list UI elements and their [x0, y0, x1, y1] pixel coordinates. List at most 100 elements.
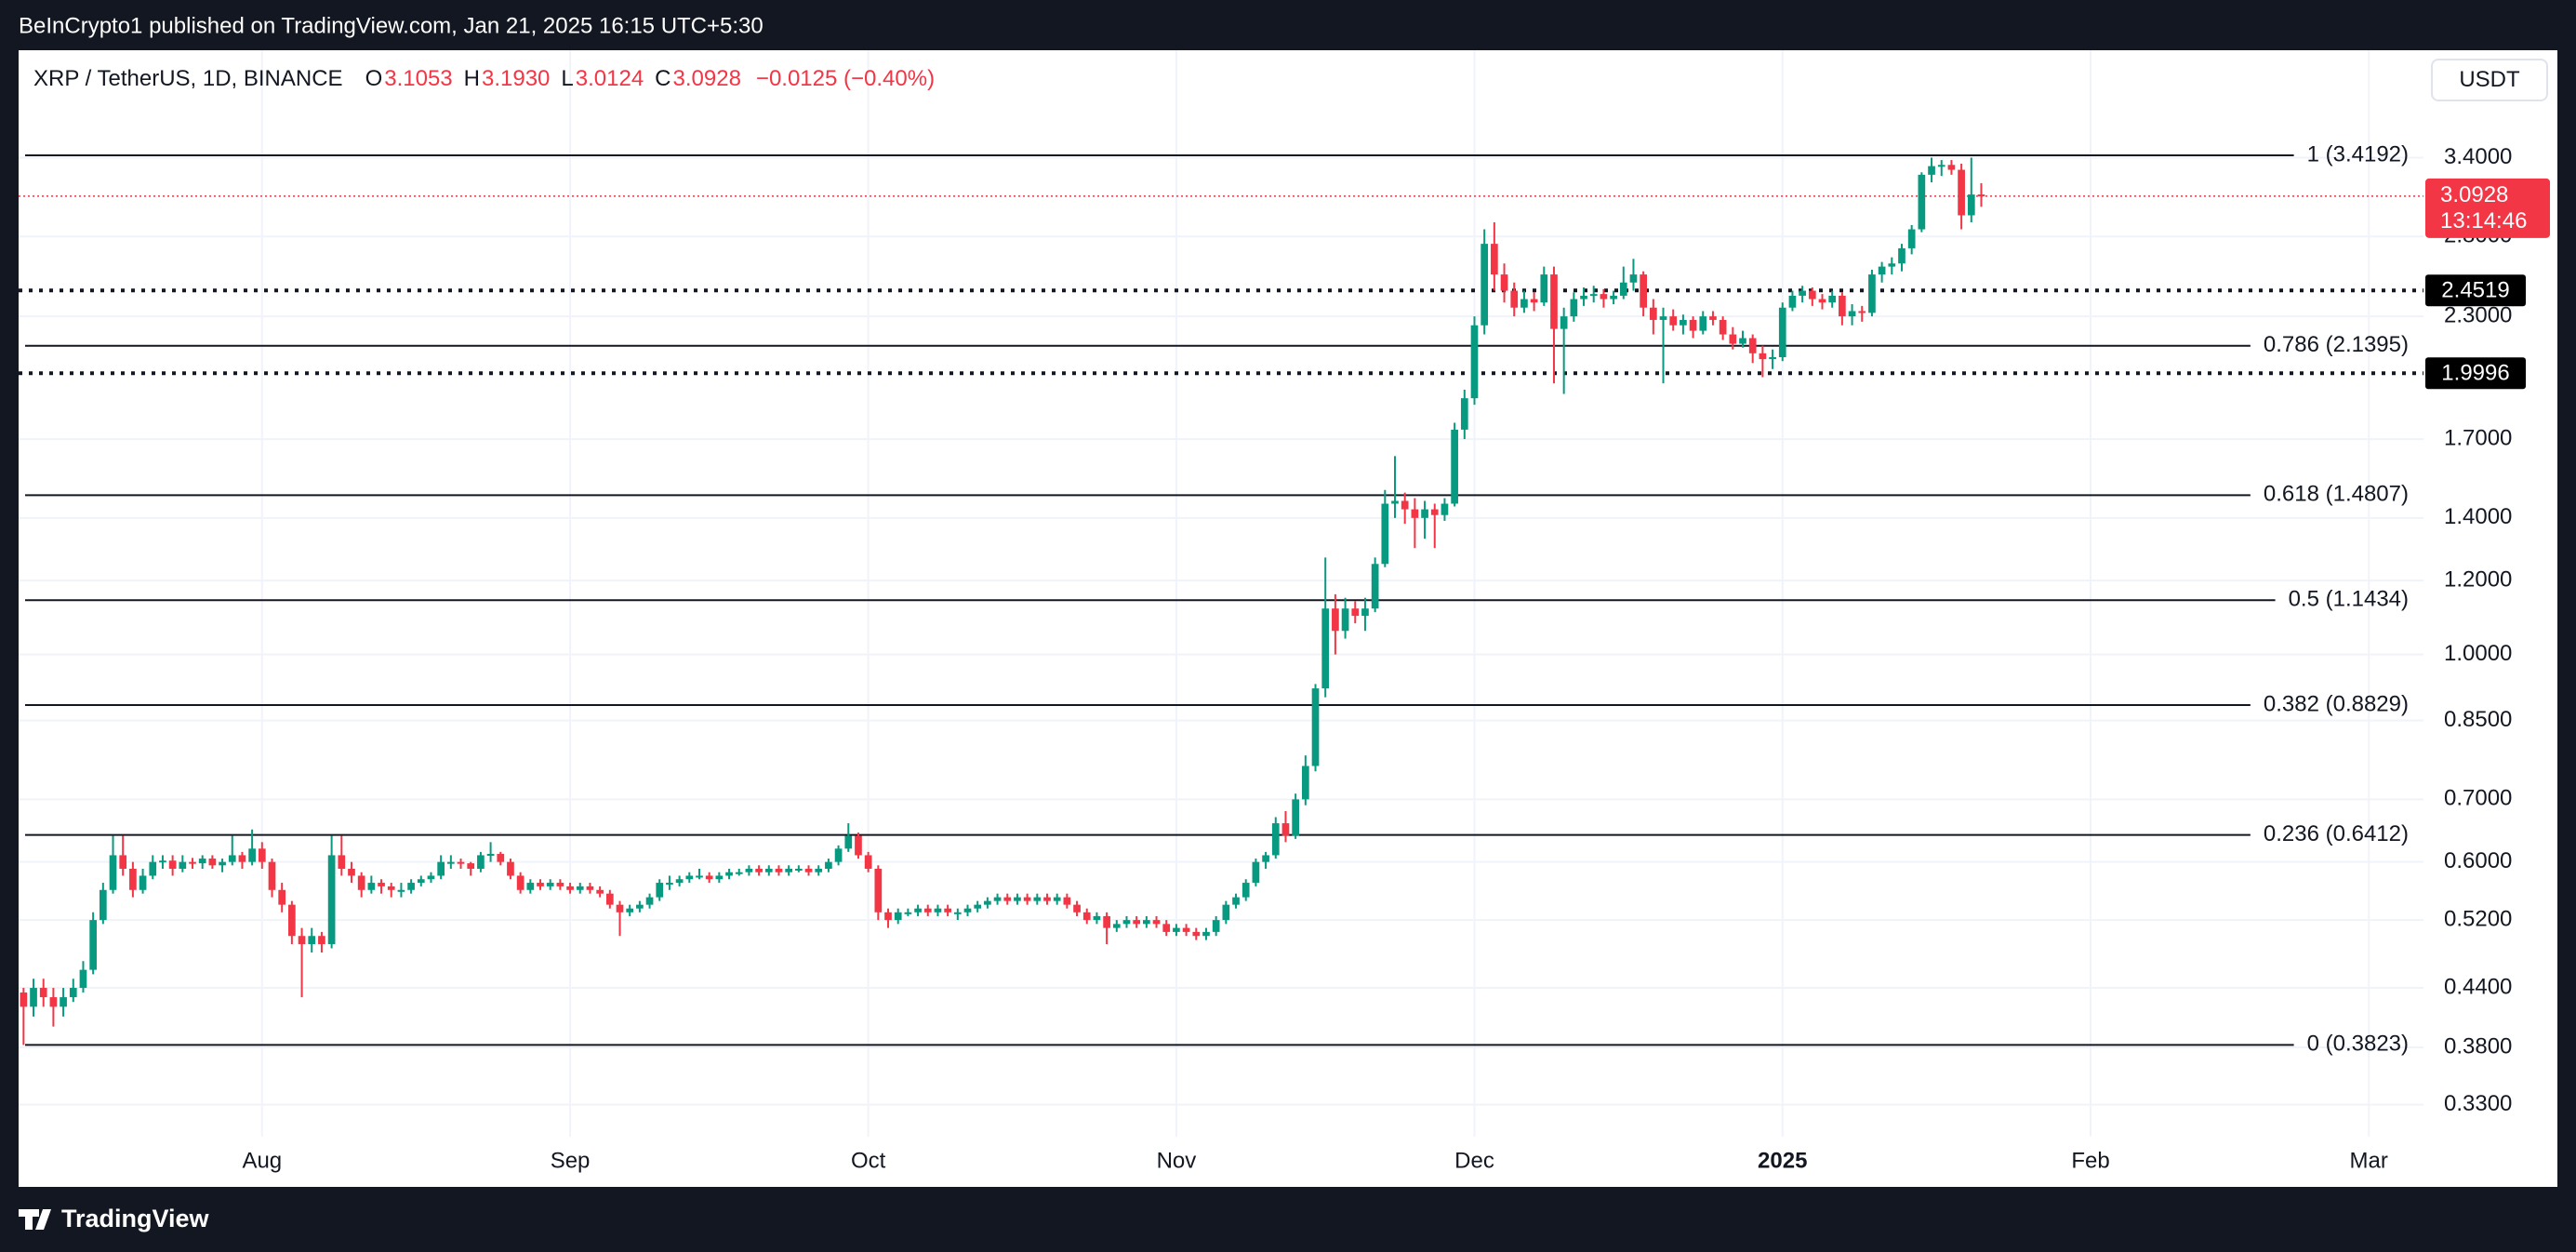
candle-body	[1152, 920, 1161, 925]
candle-body	[168, 860, 177, 869]
y-tick-label: 1.4000	[2444, 504, 2512, 529]
candle-body	[804, 868, 813, 872]
candle-body	[457, 861, 465, 864]
candle-body	[268, 861, 276, 890]
y-tick-label: 2.3000	[2444, 302, 2512, 327]
candle-body	[1500, 274, 1508, 291]
candle-body	[923, 908, 932, 912]
candle-body	[417, 879, 425, 884]
candle-body	[367, 883, 376, 890]
candle-body	[526, 883, 535, 890]
candle-body	[219, 861, 226, 866]
candle-body	[874, 868, 883, 912]
candle-body	[546, 883, 554, 886]
candle-body	[1371, 564, 1379, 609]
y-tick-label: 1.2000	[2444, 566, 2512, 592]
candle-body	[327, 855, 336, 945]
candle-body	[1063, 897, 1071, 905]
chart-area	[19, 50, 2557, 1187]
price-label: 1.9996	[2441, 361, 2509, 386]
candle-body	[1709, 316, 1717, 320]
candle-body	[1093, 915, 1101, 921]
candle-body	[179, 861, 187, 869]
fib-label: 0.5 (1.1434)	[2289, 587, 2409, 612]
candle-body	[904, 912, 912, 914]
candle-body	[89, 920, 97, 970]
currency-button[interactable]: USDT	[2431, 59, 2548, 101]
x-tick-label: Nov	[1157, 1148, 1197, 1173]
candle-body	[884, 912, 892, 921]
candle-body	[1719, 319, 1727, 335]
candle-body	[486, 854, 495, 857]
candle-body	[507, 861, 514, 876]
candle-body	[119, 855, 127, 869]
candle-body	[745, 868, 753, 872]
candle-body	[1173, 927, 1180, 932]
fib-label: 0.618 (1.4807)	[2264, 482, 2409, 507]
candle-body	[775, 868, 783, 872]
candle-body	[1381, 503, 1389, 565]
ohlc-value: 3.1930	[482, 66, 551, 91]
candle-body	[586, 886, 594, 890]
candle-body	[1640, 274, 1647, 308]
candle-body	[1252, 861, 1260, 884]
last-price-label: 3.0928	[2440, 182, 2508, 207]
candle-body	[1907, 229, 1916, 248]
candle-body	[1311, 688, 1320, 766]
last-price-box	[2425, 178, 2550, 238]
candle-body	[645, 897, 654, 905]
price-label-box	[2425, 357, 2526, 390]
candle-body	[1937, 165, 1945, 167]
candle-body	[825, 861, 832, 869]
candle-body	[1848, 311, 1856, 317]
candle-body	[795, 868, 803, 871]
candle-body	[20, 992, 28, 1007]
candle-body	[1689, 319, 1697, 331]
candle-body	[1560, 316, 1568, 329]
candle-body	[1043, 897, 1051, 901]
candle-body	[30, 988, 37, 1007]
candle-body	[1133, 920, 1141, 925]
candle-body	[1222, 904, 1230, 921]
candle-body	[407, 883, 415, 890]
candle-body	[129, 868, 137, 890]
candle-body	[1888, 263, 1896, 267]
ohlc-key: L	[561, 66, 574, 91]
change: −0.0125 (−0.40%)	[755, 66, 936, 91]
candle-body	[1918, 174, 1926, 230]
candle-body	[1818, 299, 1826, 303]
candle-body	[1769, 357, 1776, 360]
candle-body	[1232, 897, 1240, 905]
candle-body	[1898, 247, 1905, 264]
candle-body	[60, 997, 67, 1007]
candle-body	[1589, 294, 1598, 297]
footer-logo	[19, 1209, 51, 1230]
ohlc-value: 3.0928	[672, 66, 741, 91]
x-tick-label: Oct	[851, 1148, 886, 1173]
candle-body	[1271, 823, 1280, 856]
candle-body	[1808, 290, 1816, 300]
candle-body	[1530, 299, 1538, 303]
candle-body	[735, 872, 743, 874]
fib-label: 1 (3.4192)	[2307, 141, 2409, 166]
candle-body	[1659, 316, 1667, 320]
candle-body	[357, 875, 365, 890]
candle-body	[755, 868, 763, 872]
candle-body	[308, 936, 316, 945]
candle-body	[1411, 509, 1419, 518]
candle-body	[556, 883, 564, 886]
candle-body	[1570, 299, 1578, 317]
candle-body	[1828, 295, 1837, 303]
candle-body	[338, 855, 346, 869]
ohlc-key: C	[655, 66, 671, 91]
candle-body	[1958, 169, 1965, 216]
candle-body	[1799, 290, 1806, 296]
candle-body	[566, 886, 574, 890]
candle-body	[1441, 503, 1449, 515]
candle-body	[1122, 920, 1131, 925]
candle-body	[1292, 799, 1299, 836]
candle-body	[705, 875, 713, 880]
candle-body	[1491, 244, 1498, 275]
candle-body	[855, 835, 862, 856]
